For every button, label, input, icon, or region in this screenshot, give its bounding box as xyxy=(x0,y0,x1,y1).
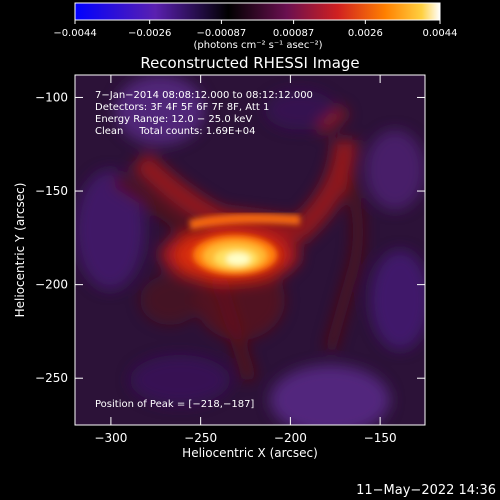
timestamp: 11−May−2022 14:36 xyxy=(356,483,496,498)
x-tick-label: −300 xyxy=(94,431,127,445)
x-axis-ticks: −300 −250 −200 −150 xyxy=(94,75,397,445)
y-axis-ticks: −100 −150 −200 −250 xyxy=(35,90,425,385)
colorbar-tick-label: 0.0026 xyxy=(348,28,383,39)
annotation-energy: Energy Range: 12.0 − 25.0 keV xyxy=(95,114,252,125)
x-tick-label: −150 xyxy=(364,431,397,445)
y-tick-label: −100 xyxy=(35,90,68,104)
colorbar-tick-label: 0.0044 xyxy=(423,28,458,39)
y-tick-label: −250 xyxy=(35,371,68,385)
x-tick-label: −250 xyxy=(184,431,217,445)
annotation-clean: Clean Total counts: 1.69E+04 xyxy=(95,126,255,137)
colorbar-tick-label: −0.00087 xyxy=(197,28,247,39)
colorbar-unit-label: (photons cm⁻² s⁻¹ asec⁻²) xyxy=(193,40,322,51)
annotation-peak: Position of Peak = [−218,−187] xyxy=(95,399,254,410)
y-tick-label: −150 xyxy=(35,184,68,198)
x-tick-label: −200 xyxy=(274,431,307,445)
annotation-time: 7−Jan−2014 08:08:12.000 to 08:12:12.000 xyxy=(95,90,313,101)
heatmap-image xyxy=(75,75,425,425)
colorbar-tick-label: −0.0044 xyxy=(53,28,96,39)
colorbar xyxy=(74,2,441,21)
colorbar-tick-label: 0.00087 xyxy=(273,28,314,39)
y-axis-label: Heliocentric Y (arcsec) xyxy=(13,183,27,318)
plot-frame xyxy=(74,74,426,426)
colorbar-ticks: −0.0044 −0.0026 −0.00087 0.00087 0.0026 0.004… xyxy=(53,20,458,39)
chart-title: Reconstructed RHESSI Image xyxy=(140,54,359,72)
annotation-detectors: Detectors: 3F 4F 5F 6F 7F 8F, Att 1 xyxy=(95,102,269,113)
colorbar-tick-label: −0.0026 xyxy=(128,28,171,39)
x-axis-label: Heliocentric X (arcsec) xyxy=(182,446,318,460)
y-tick-label: −200 xyxy=(35,278,68,292)
